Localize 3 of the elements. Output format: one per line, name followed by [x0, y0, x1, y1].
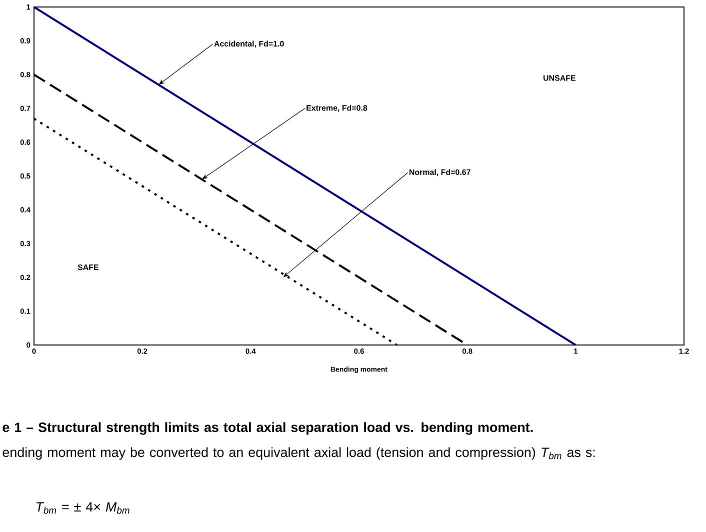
text: T$_{bm}$ = ± 4× M$_{bm}$: [36, 502, 130, 514]
text: e 1 – Structural strength limits as total axial separation load vs. bending moment.: [2, 422, 533, 435]
text: ending moment may be converted to an equivalent axial load (tension and compression) T$_{bm}$ as s:: [2, 447, 595, 460]
